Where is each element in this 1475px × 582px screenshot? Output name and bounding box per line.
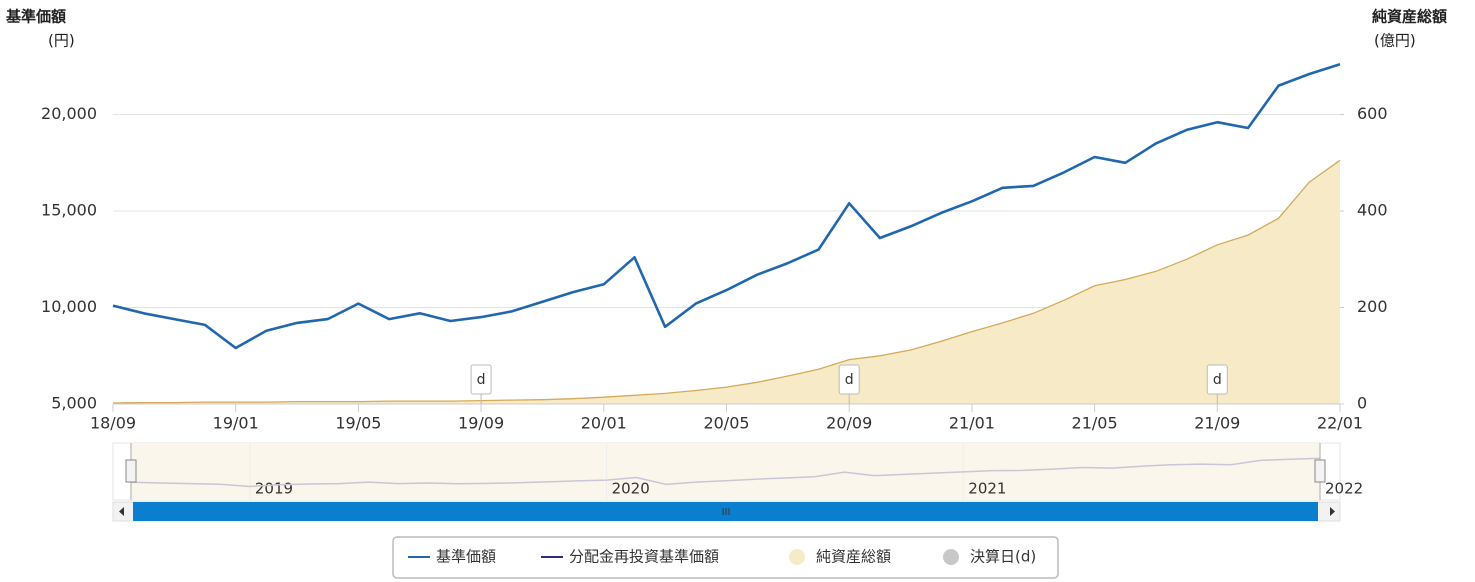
price-line <box>112 63 1341 350</box>
legend-symbol <box>943 549 959 565</box>
legend-box <box>392 536 1059 579</box>
settlement-box <box>470 364 492 395</box>
settlement-marker: d <box>1213 372 1222 388</box>
y-axis-title: 基準価額 <box>5 8 66 26</box>
y2-tick-label: 600 <box>1357 104 1388 123</box>
navigator-handle[interactable] <box>1314 459 1326 483</box>
x-tick-label: 21/05 <box>1072 414 1118 433</box>
legend-label[interactable]: 純資産総額 <box>816 548 891 566</box>
x-tick-label: 19/05 <box>335 414 381 433</box>
scroll-right[interactable] <box>1330 507 1335 516</box>
legend-label[interactable]: 基準価額 <box>436 548 496 566</box>
navigator-handle[interactable] <box>125 459 137 483</box>
scrollbar-grip: III <box>722 507 731 518</box>
x-tick-label: 20/01 <box>581 414 627 433</box>
navigator-label: 2021 <box>968 480 1006 498</box>
area-fill <box>113 160 1340 404</box>
scrollbar-thumb[interactable] <box>133 502 1318 521</box>
y2-tick-label: 0 <box>1357 394 1367 413</box>
settlement-box <box>1206 364 1228 395</box>
y2-axis-title: 純資産総額 <box>1372 8 1447 26</box>
navigator-label: 2022 <box>1325 480 1363 498</box>
scroll-left[interactable] <box>119 507 124 516</box>
x-tick-label: 19/01 <box>213 414 259 433</box>
settlement-marker: d <box>845 372 854 388</box>
legend-symbol <box>789 549 805 565</box>
settlement-marker: d <box>477 372 486 388</box>
x-tick-label: 20/05 <box>703 414 749 433</box>
y-tick-label: 20,000 <box>41 104 97 123</box>
y-axis-unit: (円) <box>48 32 75 50</box>
y-tick-label: 10,000 <box>41 297 97 316</box>
x-tick-label: 21/01 <box>949 414 995 433</box>
navigator-window <box>131 443 1320 500</box>
x-tick-label: 19/09 <box>458 414 504 433</box>
settlement-box <box>838 364 860 395</box>
legend-label[interactable]: 決算日(d) <box>970 548 1036 566</box>
navigator-label: 2020 <box>612 480 650 498</box>
y-tick-label: 5,000 <box>51 394 97 413</box>
navigator-line <box>130 457 1321 488</box>
legend-label[interactable]: 分配金再投資基準価額 <box>569 548 719 566</box>
navigator-label: 2019 <box>255 480 293 498</box>
x-tick-label: 20/09 <box>826 414 872 433</box>
y2-tick-label: 400 <box>1357 201 1388 220</box>
y2-axis-unit: (億円) <box>1374 32 1416 50</box>
x-tick-label: 21/09 <box>1194 414 1240 433</box>
y-tick-label: 15,000 <box>41 201 97 220</box>
area-line <box>112 159 1341 404</box>
x-tick-label: 18/09 <box>90 414 136 433</box>
x-tick-label: 22/01 <box>1317 414 1363 433</box>
y2-tick-label: 200 <box>1357 297 1388 316</box>
